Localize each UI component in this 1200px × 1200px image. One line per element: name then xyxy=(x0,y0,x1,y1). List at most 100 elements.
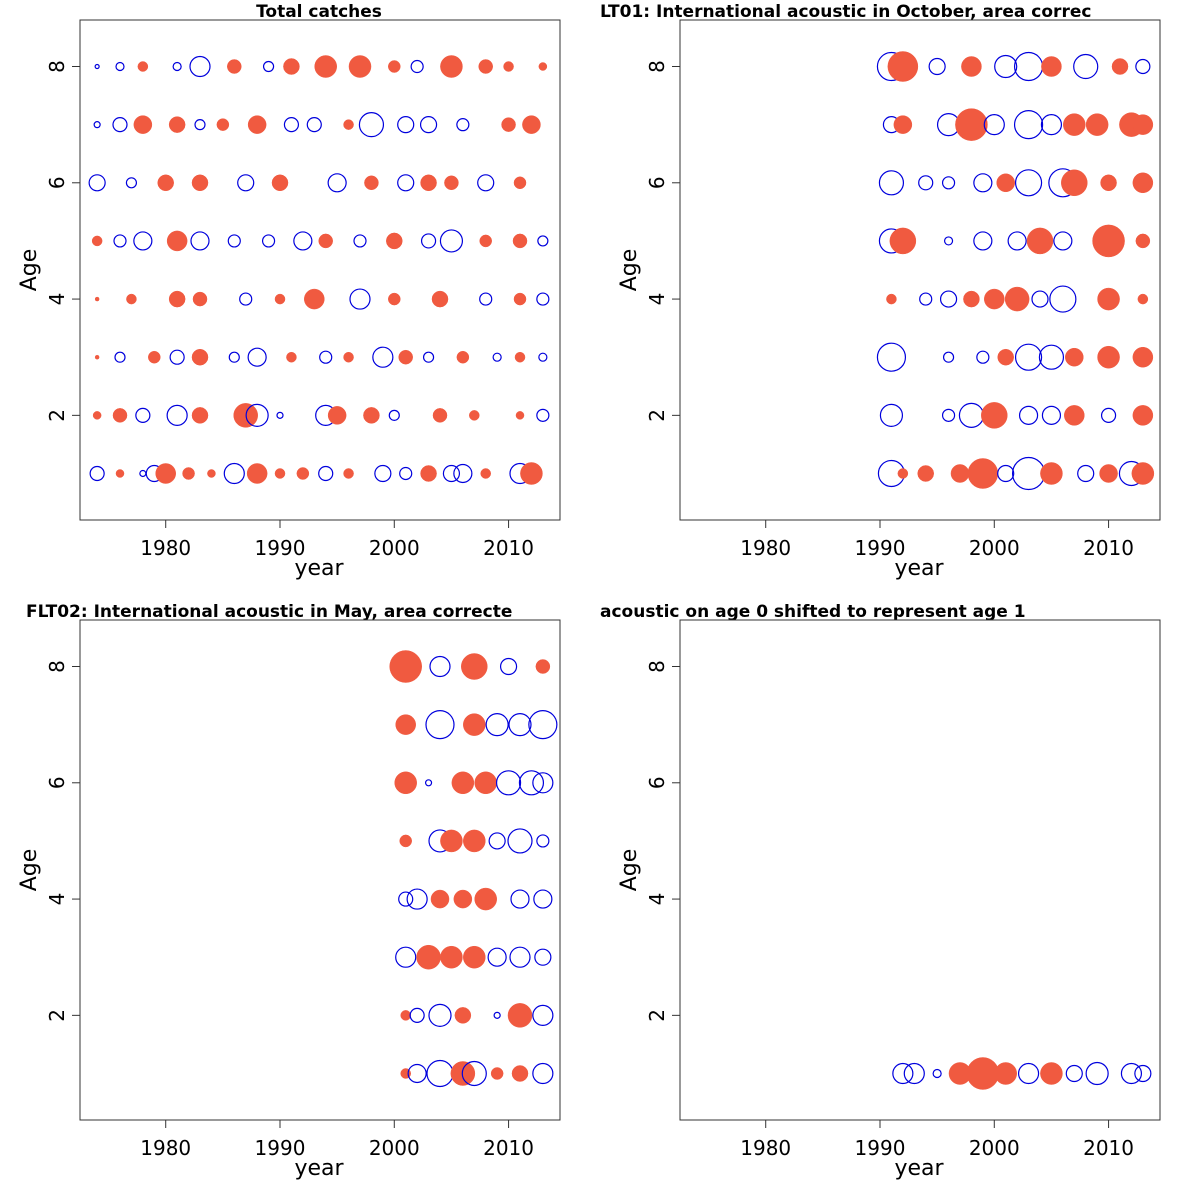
bubble-negative xyxy=(1014,169,1043,197)
bubble-negative xyxy=(407,1063,427,1084)
bubble-positive xyxy=(474,771,497,795)
bubble-negative xyxy=(190,231,210,251)
bubble-negative xyxy=(487,947,507,967)
bubble-positive xyxy=(207,469,216,478)
bubble-positive xyxy=(893,115,913,134)
bubble-positive xyxy=(192,291,208,307)
bubble-negative xyxy=(509,946,531,968)
bubble-negative xyxy=(876,342,907,372)
bubble-negative xyxy=(88,174,106,192)
bubble-negative xyxy=(919,292,933,306)
y-axis-label: Age xyxy=(17,849,42,892)
bubble-negative xyxy=(372,346,394,368)
bubble-negative xyxy=(239,292,253,306)
bubble-negative xyxy=(428,1003,452,1027)
bubble-positive xyxy=(440,55,463,78)
bubble-positive xyxy=(398,349,413,365)
bubble-negative xyxy=(283,117,300,133)
bubble-negative xyxy=(1065,1064,1083,1083)
bubble-positive xyxy=(395,714,416,735)
bubble-positive xyxy=(94,354,100,360)
bubble-negative xyxy=(536,834,550,848)
panel-total-catches: Total catches year Age 1980 1990 2000 2010 2… xyxy=(17,2,561,581)
bubble-negative xyxy=(1040,114,1063,136)
bubble-positive xyxy=(168,290,186,308)
bubble-negative xyxy=(93,121,101,129)
bubble-positive xyxy=(286,351,297,363)
bubble-negative xyxy=(928,57,946,76)
y-tick-label: 8 xyxy=(45,660,69,673)
bubble-positive xyxy=(889,227,917,255)
bubble-negative xyxy=(533,889,553,909)
panel-title: FLT02: International acoustic in May, ar… xyxy=(26,602,512,622)
bubble-negative xyxy=(997,464,1015,483)
bubble-positive xyxy=(887,51,919,82)
bubble-negative xyxy=(1013,51,1044,82)
bubble-positive xyxy=(507,1003,533,1028)
bubble-positive xyxy=(454,1007,472,1024)
bubble-negative xyxy=(139,469,147,478)
panel-title: Total catches xyxy=(256,2,382,22)
bubble-negative xyxy=(262,60,275,73)
bubble-negative xyxy=(194,119,206,131)
bubble-negative xyxy=(395,946,417,968)
bubble-negative xyxy=(439,229,464,253)
bubble-positive xyxy=(363,407,380,424)
bubble-positive xyxy=(431,290,449,308)
x-tick-label: 2000 xyxy=(969,536,1020,560)
x-axis-label: year xyxy=(294,1156,344,1181)
x-tick-label: 2010 xyxy=(1083,1136,1134,1160)
bubble-negative xyxy=(353,234,367,248)
bubble-positive xyxy=(133,115,153,134)
bubble-positive xyxy=(227,59,242,74)
bubble-positive xyxy=(511,1065,529,1082)
bubble-negative xyxy=(879,403,904,427)
bubble-negative xyxy=(477,174,495,192)
y-tick-label: 8 xyxy=(645,660,669,673)
panel-flt02-may-acoustic: FLT02: International acoustic in May, ar… xyxy=(17,602,561,1181)
bubble-positive xyxy=(247,115,267,134)
bubble-negative xyxy=(932,1068,942,1079)
bubble-positive xyxy=(538,62,548,71)
bubble-negative xyxy=(1077,464,1095,483)
bubble-negative xyxy=(536,292,550,306)
bubble-negative xyxy=(429,655,451,678)
bubble-positive xyxy=(343,468,354,479)
bubble-negative xyxy=(941,408,956,422)
bubble-negative xyxy=(169,349,185,365)
bubble-positive xyxy=(963,290,980,308)
x-tick-label: 2000 xyxy=(369,1136,420,1160)
bubble-negative xyxy=(903,1062,925,1085)
bubble-positive xyxy=(1135,233,1151,249)
y-tick-label: 2 xyxy=(45,409,69,422)
bubble-positive xyxy=(1137,293,1149,305)
bubble-negative xyxy=(1135,58,1151,75)
bubble-positive xyxy=(216,118,230,131)
bubble-positive xyxy=(420,465,437,482)
x-tick-label: 2010 xyxy=(483,1136,534,1160)
bubble-negative xyxy=(410,59,424,74)
panel-title: LT01: International acoustic in October,… xyxy=(600,2,1091,22)
x-tick-label: 1990 xyxy=(255,536,306,560)
bubble-positive xyxy=(1040,462,1063,485)
bubble-positive xyxy=(126,293,137,305)
bubble-negative xyxy=(425,710,455,740)
bubble-positive xyxy=(112,408,128,423)
bubble-group xyxy=(892,1057,1152,1090)
bubble-positive xyxy=(981,402,1008,429)
bubble-positive xyxy=(182,467,195,480)
bubble-negative xyxy=(1073,53,1099,80)
bubble-negative xyxy=(976,350,990,364)
bubble-negative xyxy=(1038,344,1065,370)
bubble-positive xyxy=(416,944,441,970)
bubble-negative xyxy=(1041,405,1062,425)
x-axis-label: year xyxy=(894,556,944,581)
y-tick-label: 2 xyxy=(645,1009,669,1022)
bubble-group xyxy=(88,55,550,485)
bubble-positive xyxy=(463,713,486,736)
bubble-negative xyxy=(532,772,554,794)
panel-title: acoustic on age 0 shifted to represent a… xyxy=(600,602,1026,622)
bubble-negative xyxy=(189,55,211,78)
bubble-negative xyxy=(388,409,400,421)
